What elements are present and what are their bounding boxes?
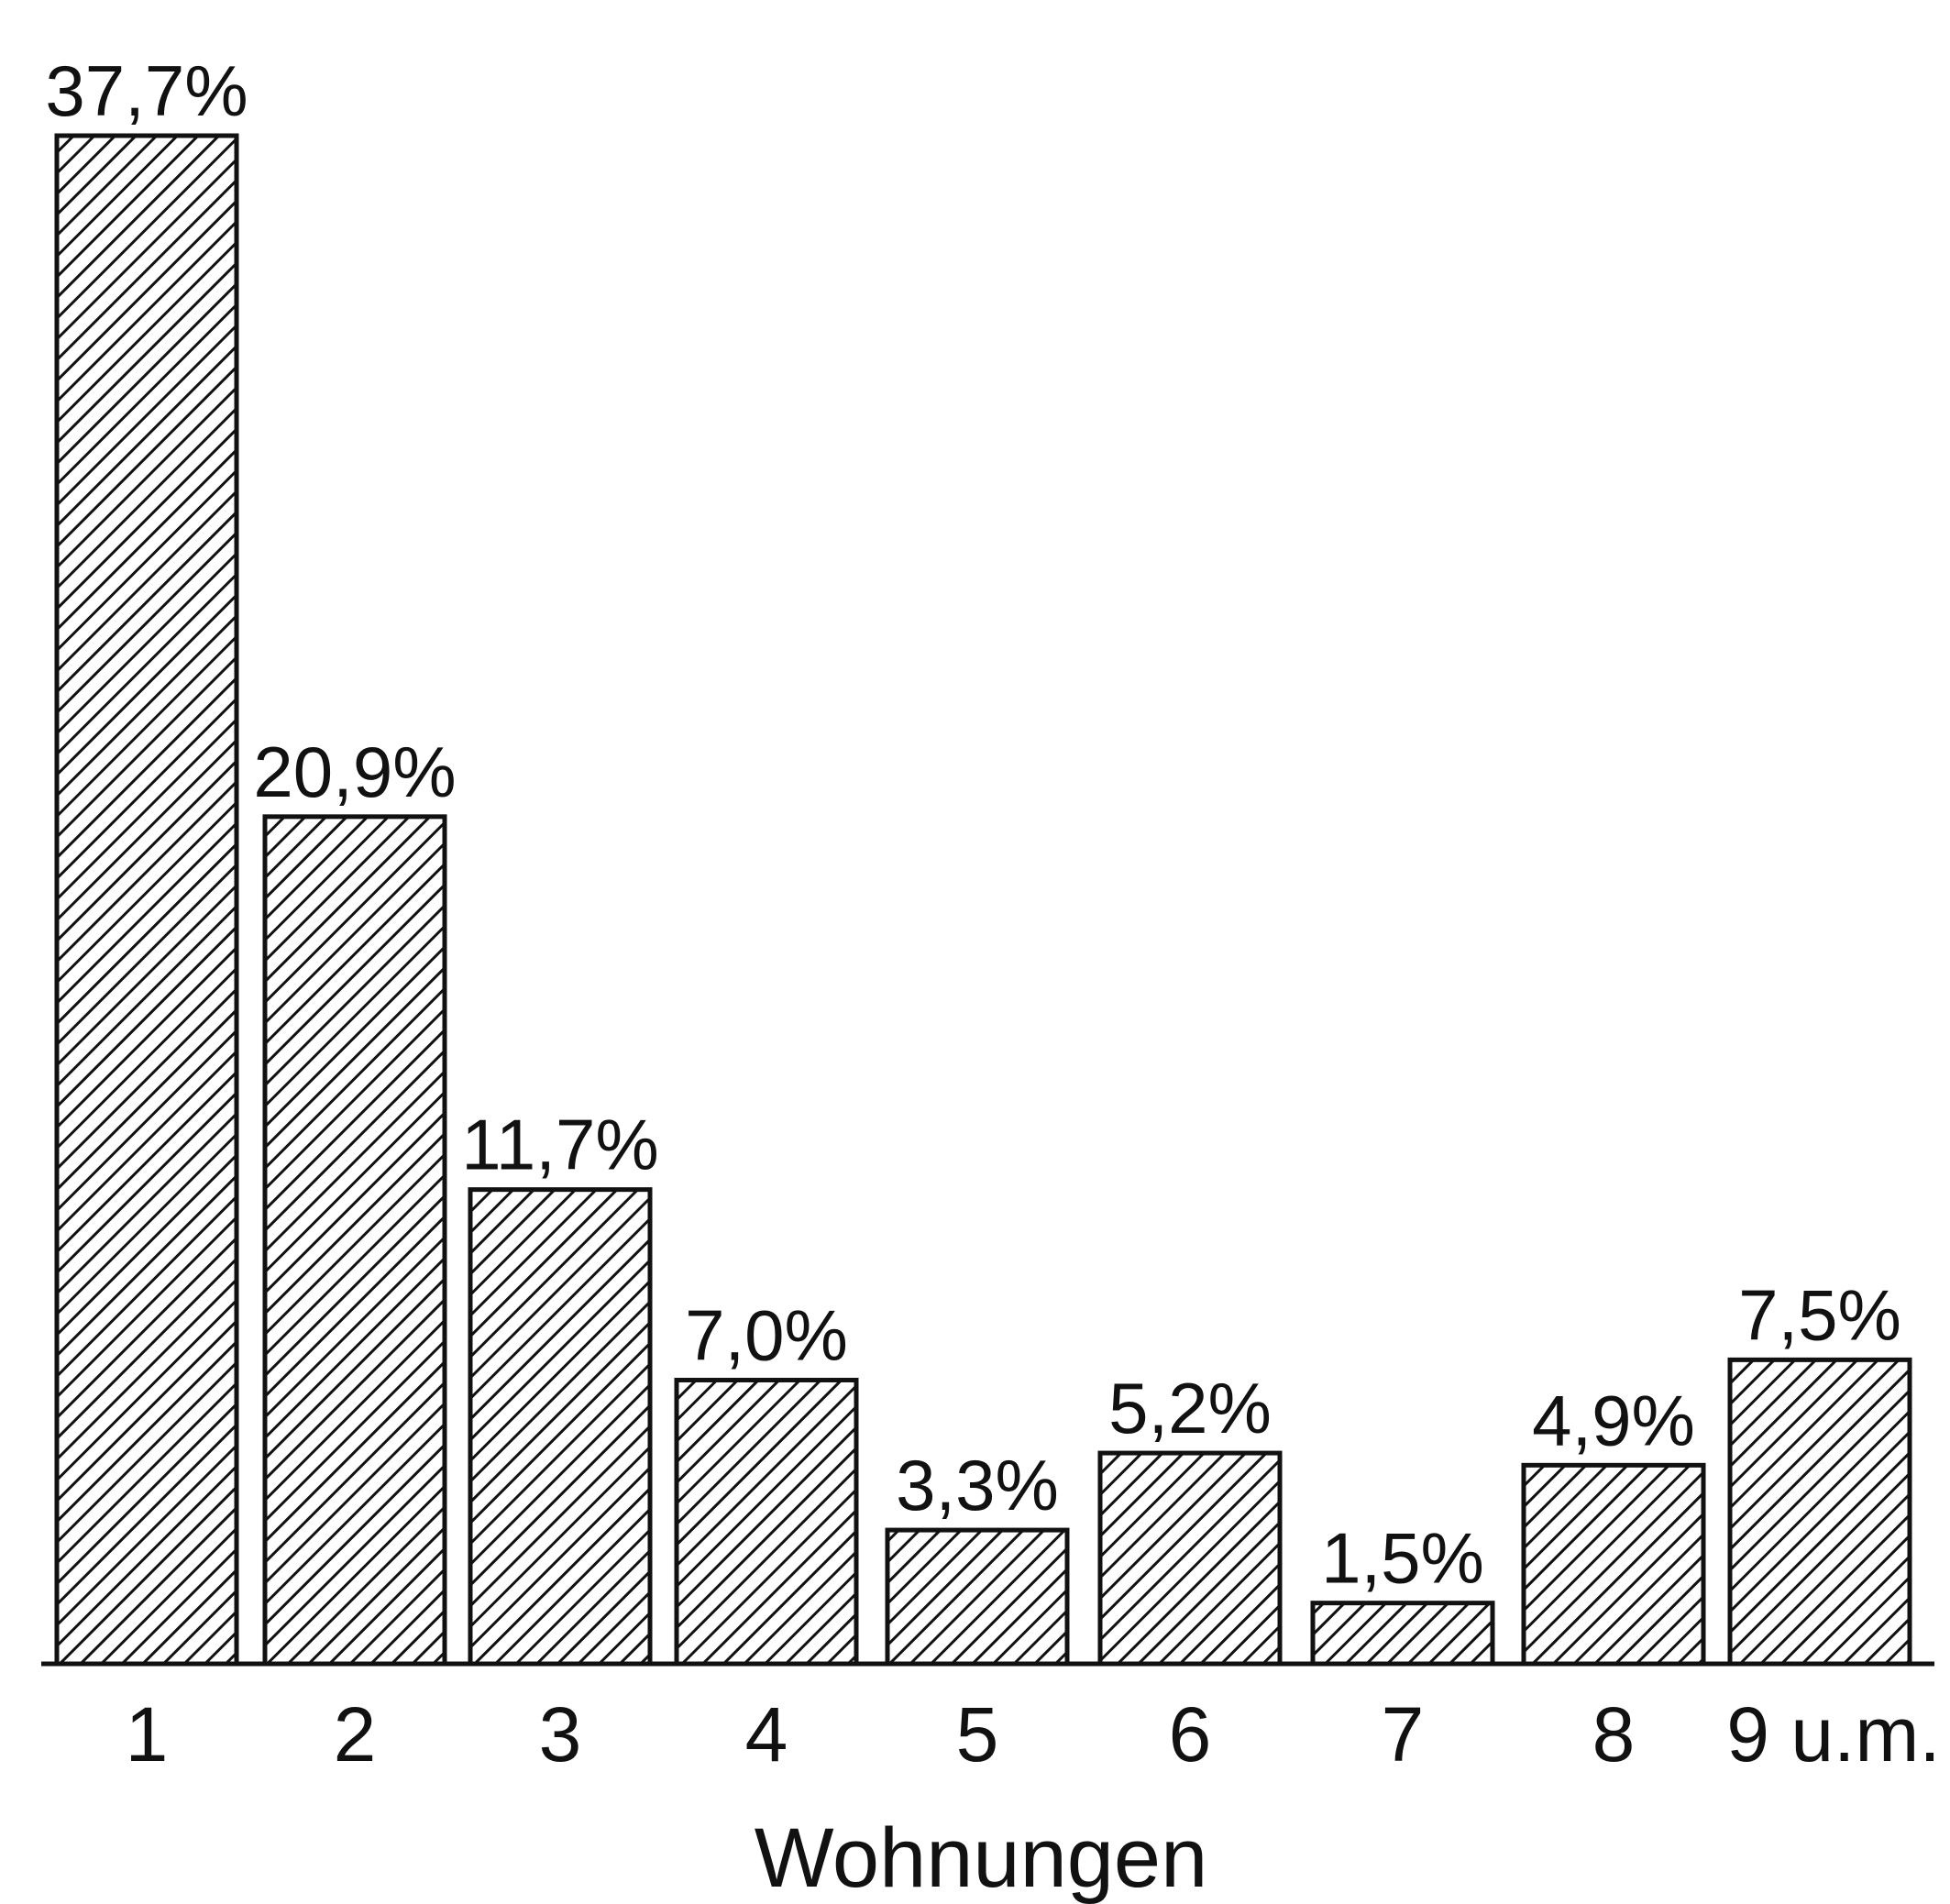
value-label: 7,5% xyxy=(1738,1274,1901,1355)
bar-1 xyxy=(54,133,239,1667)
bar-2 xyxy=(262,814,447,1667)
value-label: 1,5% xyxy=(1321,1518,1484,1599)
bars-group: 37,7% 20,9% 11,7% 7,0% 3,3% 5,2% 1,5% 4,9% 7,5% xyxy=(45,50,1912,1667)
value-label: 20,9% xyxy=(253,732,456,812)
x-axis-title: Wohnungen xyxy=(755,1811,1208,1904)
x-tick-label: 8 xyxy=(1592,1691,1636,1777)
bar-7 xyxy=(1310,1601,1495,1667)
bar-9-u-m- xyxy=(1727,1357,1912,1667)
x-tick-label: 7 xyxy=(1382,1691,1425,1777)
value-label: 4,9% xyxy=(1532,1380,1695,1460)
bar-4 xyxy=(674,1377,859,1667)
x-tick-label: 9 u.m. xyxy=(1726,1691,1940,1777)
bar-5 xyxy=(885,1527,1070,1667)
x-tick-label: 5 xyxy=(956,1691,999,1777)
x-tick-labels: 1 2 3 4 5 6 7 8 9 u.m. xyxy=(126,1691,1941,1777)
bar-6 xyxy=(1097,1450,1283,1667)
value-label: 5,2% xyxy=(1108,1368,1272,1448)
x-tick-label: 3 xyxy=(539,1691,582,1777)
x-tick-label: 2 xyxy=(334,1691,377,1777)
value-label: 37,7% xyxy=(45,50,248,131)
bar-8 xyxy=(1521,1462,1706,1667)
x-tick-label: 6 xyxy=(1169,1691,1212,1777)
value-label: 3,3% xyxy=(896,1445,1059,1525)
value-label: 7,0% xyxy=(685,1294,848,1375)
x-tick-label: 4 xyxy=(745,1691,788,1777)
x-tick-label: 1 xyxy=(126,1691,169,1777)
bar-3 xyxy=(468,1187,653,1667)
value-label: 11,7% xyxy=(461,1105,658,1185)
